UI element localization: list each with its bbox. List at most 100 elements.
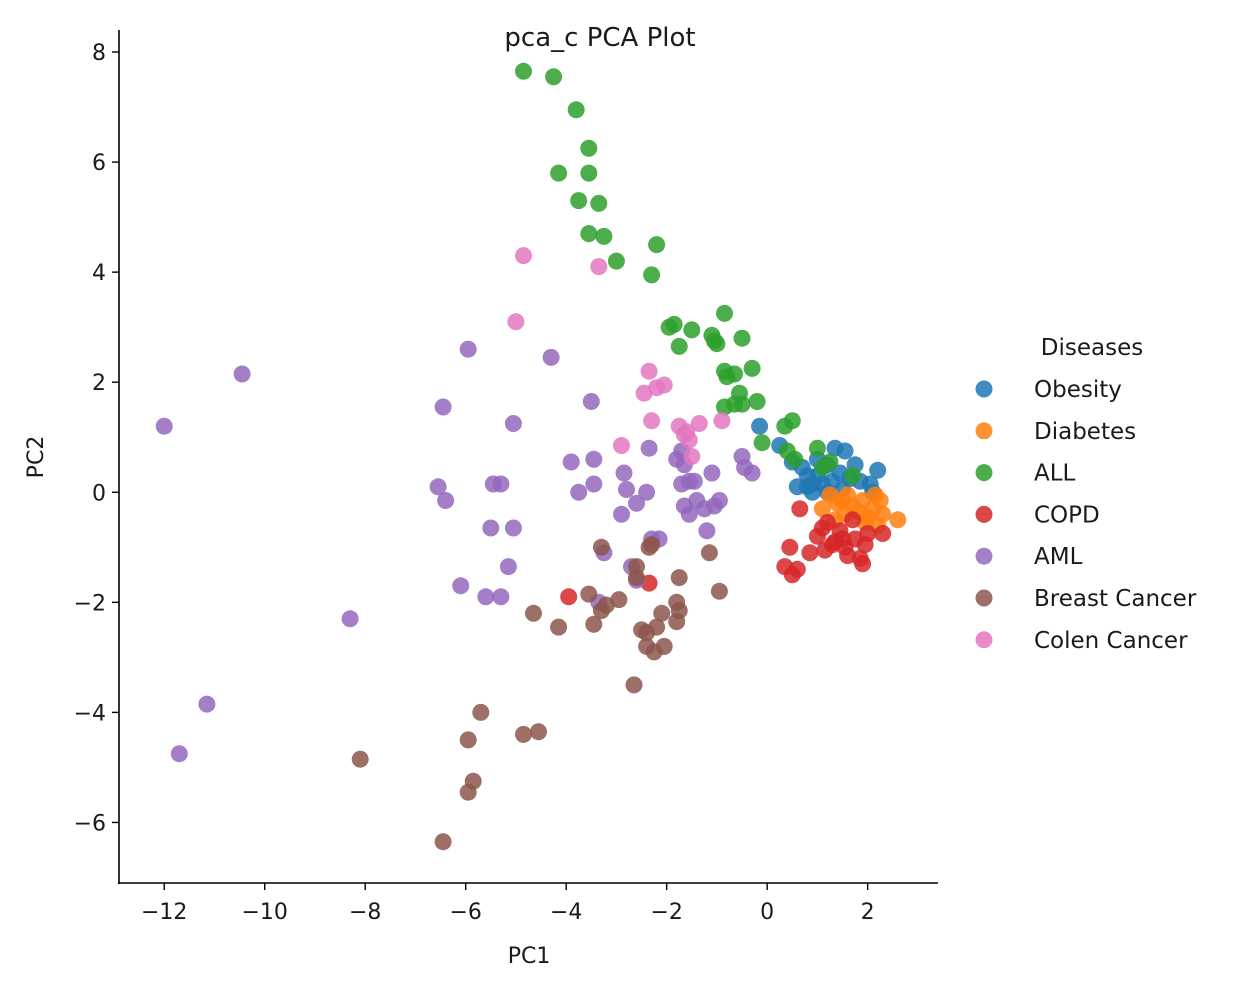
point-all [821,453,839,471]
y-axis-label: PC2 [24,436,49,479]
legend-label-all: ALL [1034,461,1076,487]
point-colen-cancer [507,313,525,331]
point-diabetes [834,492,851,509]
chart-title: pca_c PCA Plot [504,23,695,53]
point-colen-cancer [515,247,532,265]
point-all [753,434,771,452]
point-copd [859,525,877,542]
y-tick-label: 0 [92,481,106,506]
point-aml [613,505,630,523]
point-aml [703,464,721,482]
point-diabetes [813,500,831,518]
y-ticks: 8 6 4 2 0 −2 −4 −6 [74,41,119,836]
point-aml [582,393,600,410]
point-all [570,192,588,210]
point-aml [710,492,728,509]
point-copd [801,544,819,562]
point-colen-cancer [690,415,708,432]
point-colen-cancer [590,258,608,276]
point-obesity [751,417,769,435]
point-colen-cancer [655,376,673,394]
point-breast-cancer [530,723,547,741]
point-aml [615,464,633,482]
y-tick-label: −4 [74,701,106,726]
point-colen-cancer [635,384,653,402]
point-breast-cancer [351,750,369,768]
point-breast-cancer [710,582,728,600]
point-all [595,227,613,245]
point-aml [492,588,510,606]
point-breast-cancer [592,538,610,556]
point-breast-cancer [655,637,673,655]
point-aml [585,450,603,468]
point-all [665,315,683,333]
point-copd [844,511,862,529]
point-diabetes [889,511,907,529]
legend-marker-diabetes [975,422,993,440]
point-breast-cancer [670,569,688,587]
point-colen-cancer [683,448,701,465]
x-tick-label: −6 [449,900,481,925]
point-copd [781,538,799,556]
point-aml [429,478,447,496]
point-aml [170,745,188,763]
point-aml [628,494,645,512]
axes [118,30,938,884]
point-copd [874,525,892,542]
point-aml [477,588,495,606]
point-copd [854,555,872,573]
legend-marker-aml [975,547,993,565]
point-copd [813,519,831,537]
legend-label-copd: COPD [1034,502,1100,528]
point-copd [788,560,806,578]
y-tick-label: −6 [74,811,106,836]
point-aml [743,464,761,482]
point-all [580,164,598,182]
legend-label-diabetes: Diabetes [1034,419,1136,445]
point-colen-cancer [675,426,693,443]
point-all [643,266,661,284]
point-breast-cancer [580,585,598,603]
point-aml [618,481,635,498]
legend-marker-obesity [975,380,993,398]
point-all [515,62,532,80]
point-diabetes [866,486,884,504]
point-aml [570,483,588,501]
point-breast-cancer [610,591,628,609]
point-all [733,329,751,347]
point-breast-cancer [700,544,718,562]
point-all [607,252,625,270]
point-all [716,398,733,416]
point-aml [640,439,658,457]
point-aml [341,610,359,628]
point-all [550,164,568,182]
point-colen-cancer [613,437,630,454]
legend-label-obesity: Obesity [1034,377,1122,403]
point-all [808,439,826,457]
point-all [580,225,598,243]
points-layer [155,62,907,851]
point-all [844,467,862,485]
point-all [776,417,794,435]
x-ticks: −12 −10 −8 −6 −4 −2 0 2 [141,883,875,925]
y-tick-label: 6 [92,151,106,176]
point-copd [560,588,578,606]
point-all [778,442,796,460]
point-aml [233,365,251,383]
point-aml [638,483,656,501]
point-breast-cancer [464,772,482,790]
point-breast-cancer [628,558,645,576]
point-all [708,335,726,353]
x-tick-label: 0 [760,900,774,925]
point-copd [791,500,809,518]
point-colen-cancer [713,412,731,430]
x-tick-label: 2 [861,900,875,925]
legend-marker-breast-cancer [975,589,993,607]
y-tick-label: 2 [92,371,106,396]
point-diabetes [874,505,892,523]
point-all [716,304,733,322]
point-aml [698,522,716,540]
legend-marker-colen-cancer [975,631,993,649]
point-colen-cancer [643,412,661,430]
